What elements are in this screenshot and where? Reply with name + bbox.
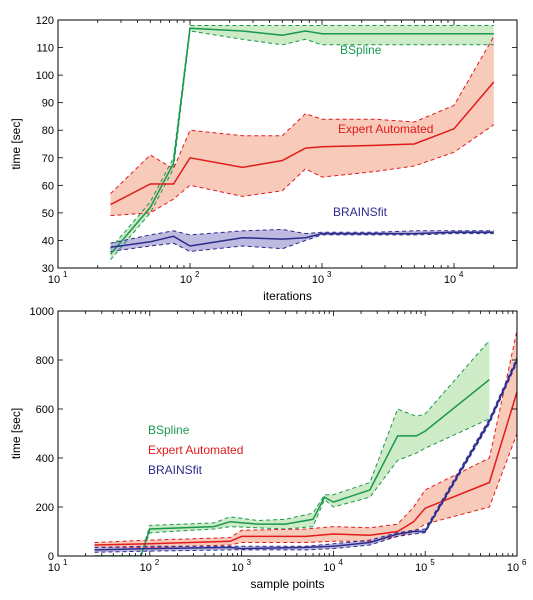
y-tick-label: 200 <box>36 502 54 514</box>
y-axis-label: time [sec] <box>9 118 23 169</box>
upper-bound-expert <box>94 330 517 543</box>
annotation-expert: Expert Automated <box>148 443 243 457</box>
annotation-brains: BRAINSfit <box>148 463 203 477</box>
y-axis-label: time [sec] <box>9 408 23 459</box>
y-tick-label: 30 <box>42 263 54 275</box>
x-tick-label: 10 <box>231 562 243 574</box>
y-tick-label: 90 <box>42 98 54 110</box>
annotation-bspline: BSpline <box>148 423 190 437</box>
y-tick-label: 60 <box>42 180 54 192</box>
x-tick-exponent: 1 <box>63 558 68 567</box>
x-tick-label: 10 <box>140 562 152 574</box>
mean-line-expert <box>110 81 495 206</box>
lower-bound-bspline <box>94 418 490 556</box>
x-tick-label: 10 <box>415 562 427 574</box>
mean-line-bspline <box>94 379 490 556</box>
x-tick-exponent: 4 <box>338 558 343 567</box>
upper-bound-bspline <box>94 340 490 556</box>
y-tick-label: 800 <box>36 355 54 367</box>
x-tick-exponent: 2 <box>195 270 200 279</box>
mean-line-brains <box>94 359 517 551</box>
y-tick-label: 400 <box>36 453 54 465</box>
x-tick-label: 10 <box>507 562 519 574</box>
x-tick-exponent: 6 <box>522 558 527 567</box>
x-tick-exponent: 2 <box>155 558 160 567</box>
x-tick-exponent: 5 <box>430 558 435 567</box>
x-axis-label: sample points <box>250 577 324 591</box>
band-bspline <box>94 340 490 556</box>
y-tick-label: 80 <box>42 125 54 137</box>
chart-sample-points: 10 1 10 2 10 3 10 4 10 5 10 602004006008001000sampl… <box>9 306 527 591</box>
plot-area <box>94 330 517 556</box>
y-tick-label: 1000 <box>30 306 54 318</box>
axes-frame <box>57 310 518 557</box>
y-tick-label: 100 <box>36 70 54 82</box>
y-tick-label: 600 <box>36 404 54 416</box>
x-tick-label: 10 <box>48 562 60 574</box>
lower-bound-expert <box>110 124 495 217</box>
x-tick-label: 10 <box>444 274 456 286</box>
annotation-brains: BRAINSfit <box>333 205 388 219</box>
x-axis-label: iterations <box>263 289 312 303</box>
band-brains <box>110 229 494 252</box>
x-tick-exponent: 3 <box>327 270 332 279</box>
x-tick-exponent: 3 <box>247 558 252 567</box>
annotation-bspline: BSpline <box>340 43 382 57</box>
y-tick-label: 50 <box>42 208 54 220</box>
lower-bound-brains <box>110 233 494 253</box>
y-tick-label: 120 <box>36 15 54 27</box>
upper-bound-brains <box>94 357 517 548</box>
band-expert <box>110 36 494 216</box>
axes-frame <box>57 19 518 269</box>
upper-bound-brains <box>110 228 494 244</box>
x-tick-label: 10 <box>48 274 60 286</box>
chart-iterations: 10 1 10 2 10 3 10 430405060708090100110120itera… <box>9 15 518 303</box>
x-tick-label: 10 <box>312 274 324 286</box>
x-tick-label: 10 <box>180 274 192 286</box>
lower-bound-expert <box>94 433 517 548</box>
mean-line-bspline <box>109 27 494 255</box>
x-tick-label: 10 <box>323 562 335 574</box>
y-tick-label: 110 <box>36 43 54 55</box>
x-tick-exponent: 1 <box>63 270 68 279</box>
y-tick-label: 40 <box>42 235 54 247</box>
y-tick-label: 70 <box>42 153 54 165</box>
x-tick-exponent: 4 <box>459 270 464 279</box>
upper-bound-expert <box>110 36 495 194</box>
plot-area <box>109 25 495 261</box>
mean-line-expert <box>94 391 517 546</box>
lower-bound-bspline <box>110 30 494 261</box>
y-tick-label: 0 <box>48 551 54 563</box>
annotation-expert: Expert Automated <box>338 122 433 136</box>
mean-line-brains <box>110 231 494 249</box>
